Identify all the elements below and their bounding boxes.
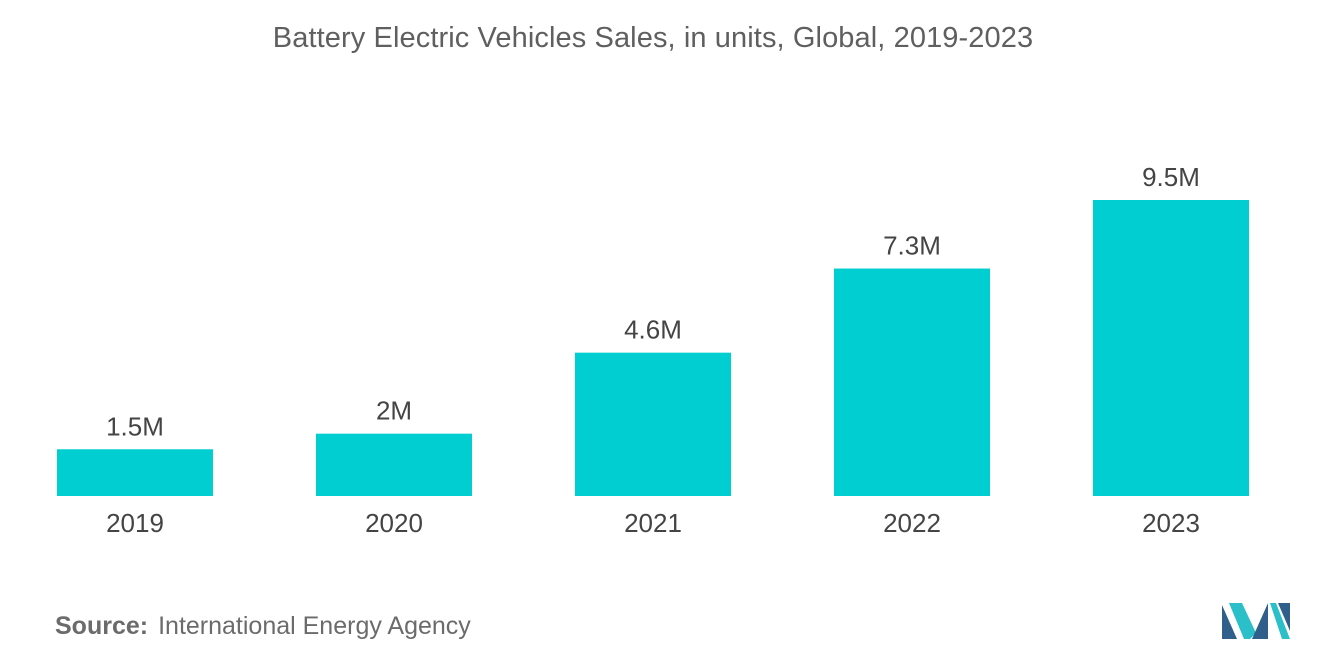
bar-2022 [834, 268, 990, 496]
brand-logo-icon [1222, 603, 1290, 639]
bar-2023 [1093, 200, 1249, 496]
source-text: International Energy Agency [158, 612, 471, 640]
source-label: Source: [55, 612, 149, 640]
x-tick-label-2019: 2019 [106, 508, 164, 538]
value-label-2021: 4.6M [624, 315, 682, 345]
value-labels-group: 1.5M 2M 4.6M 7.3M 9.5M [106, 162, 1200, 441]
chart-title: Battery Electric Vehicles Sales, in unit… [272, 22, 1034, 54]
value-label-2019: 1.5M [106, 411, 164, 441]
value-label-2022: 7.3M [883, 231, 941, 261]
bar-2021 [575, 352, 731, 496]
x-tick-label-2022: 2022 [883, 508, 941, 538]
bars-group [57, 200, 1249, 496]
x-tick-label-2023: 2023 [1142, 508, 1200, 538]
x-tick-label-2020: 2020 [365, 508, 423, 538]
value-label-2020: 2M [376, 396, 412, 426]
x-axis-tick-labels: 2019 2020 2021 2022 2023 [106, 508, 1200, 538]
value-label-2023: 9.5M [1142, 162, 1200, 192]
bar-2019 [57, 449, 213, 496]
bar-2020 [316, 433, 472, 496]
source-note: Source: International Energy Agency [55, 612, 471, 641]
x-tick-label-2021: 2021 [624, 508, 682, 538]
